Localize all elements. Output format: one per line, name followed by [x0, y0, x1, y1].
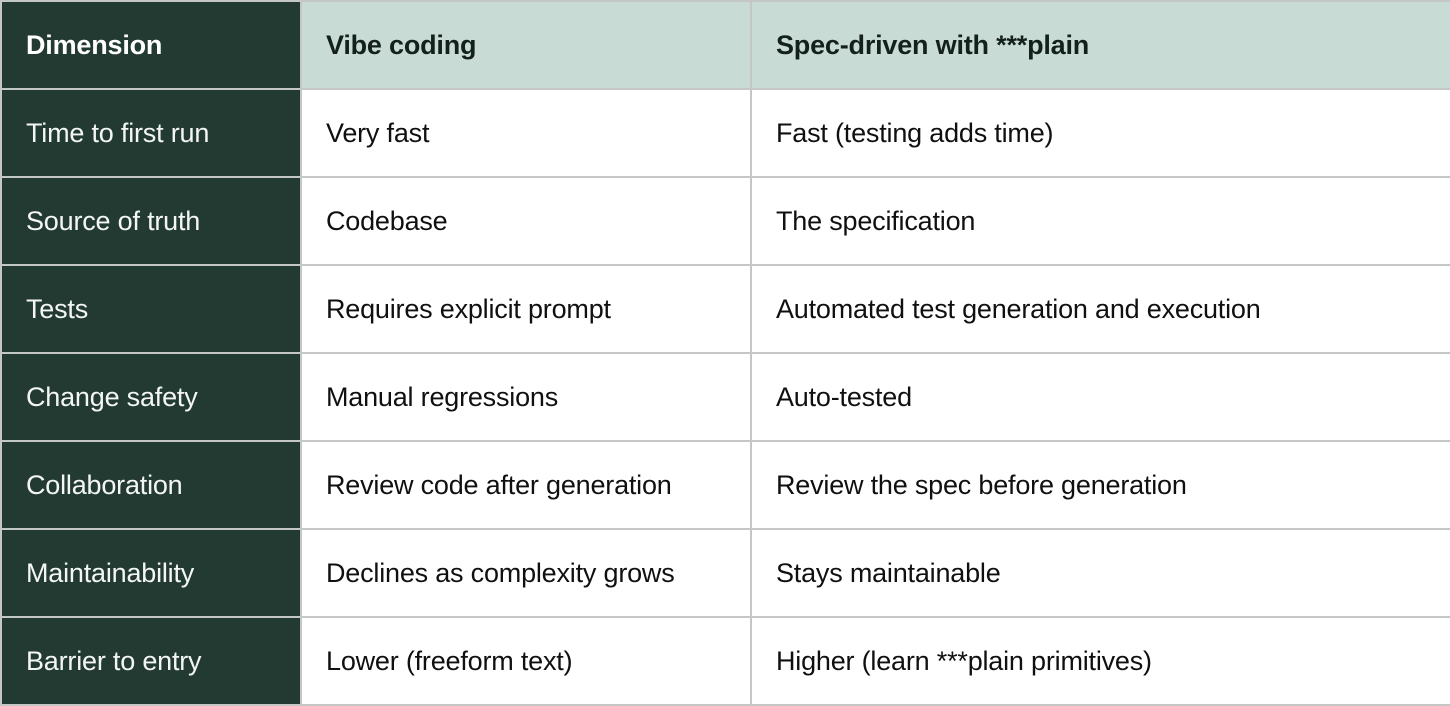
table-cell: Stays maintainable	[750, 528, 1450, 618]
table-row: Source of truth Codebase The specificati…	[0, 176, 1450, 266]
table-cell: Declines as complexity grows	[300, 528, 752, 618]
table-cell: The specification	[750, 176, 1450, 266]
table-cell: Very fast	[300, 88, 752, 178]
table-cell: Manual regressions	[300, 352, 752, 442]
row-header: Maintainability	[0, 528, 302, 618]
table-row: Collaboration Review code after generati…	[0, 440, 1450, 530]
table-cell: Higher (learn ***plain primitives)	[750, 616, 1450, 706]
table-row: Change safety Manual regressions Auto-te…	[0, 352, 1450, 442]
table-cell: Codebase	[300, 176, 752, 266]
header-cell-vibe-coding: Vibe coding	[300, 0, 752, 90]
header-cell-dimension: Dimension	[0, 0, 302, 90]
table-row: Tests Requires explicit prompt Automated…	[0, 264, 1450, 354]
row-header: Tests	[0, 264, 302, 354]
table-cell: Requires explicit prompt	[300, 264, 752, 354]
table-row: Maintainability Declines as complexity g…	[0, 528, 1450, 618]
table-row: Time to first run Very fast Fast (testin…	[0, 88, 1450, 178]
header-cell-spec-driven: Spec-driven with ***plain	[750, 0, 1450, 90]
header-row: Dimension Vibe coding Spec-driven with *…	[0, 0, 1450, 90]
row-header: Collaboration	[0, 440, 302, 530]
table-cell: Automated test generation and execution	[750, 264, 1450, 354]
row-header: Barrier to entry	[0, 616, 302, 706]
table-row: Barrier to entry Lower (freeform text) H…	[0, 616, 1450, 706]
row-header: Source of truth	[0, 176, 302, 266]
table-cell: Auto-tested	[750, 352, 1450, 442]
row-header: Change safety	[0, 352, 302, 442]
table-cell: Review code after generation	[300, 440, 752, 530]
table-cell: Lower (freeform text)	[300, 616, 752, 706]
table-cell: Review the spec before generation	[750, 440, 1450, 530]
table-cell: Fast (testing adds time)	[750, 88, 1450, 178]
row-header: Time to first run	[0, 88, 302, 178]
